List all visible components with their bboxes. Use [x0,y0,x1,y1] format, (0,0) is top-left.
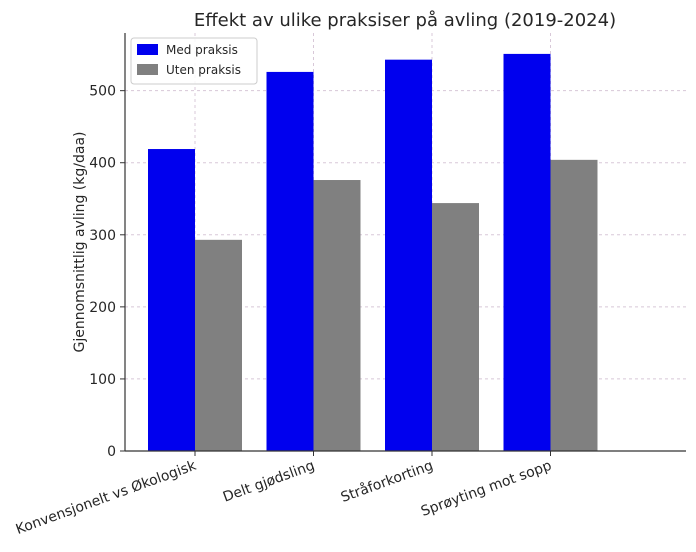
y-tick-label: 100 [89,372,116,388]
legend-label-med: Med praksis [166,43,238,57]
x-tick-label: Sprøyting mot sopp [419,458,554,520]
bar-uten-3 [550,159,598,452]
bar-uten-2 [432,203,479,451]
y-tick-label: 400 [89,156,116,172]
bar-uten-0 [195,239,242,451]
legend-box [130,37,258,85]
chart-title: Effekt av ulike praksiser på avling (201… [194,10,616,31]
bar-med-0 [148,149,195,451]
legend: Med praksis Uten praksis [130,37,258,85]
bar-med-2 [385,59,432,451]
y-tick-label: 0 [107,444,116,460]
legend-swatch-uten [137,64,158,75]
legend-swatch-med [137,44,158,55]
bar-med-3 [503,53,551,452]
y-tick-label: 200 [89,300,116,316]
x-tick-label: Delt gjødsling [221,458,317,506]
x-tick-label: Stråforkorting [338,457,435,506]
x-tick-label: Konvensjonelt vs Økologisk [14,457,199,538]
legend-label-uten: Uten praksis [166,63,241,77]
y-tick-label: 500 [89,84,116,100]
y-axis-label: Gjennomsnittlig avling (kg/daa) [72,132,88,353]
bars [148,53,598,452]
bar-med-1 [266,71,314,452]
bar-uten-1 [313,180,361,451]
y-tick-label: 300 [89,228,116,244]
